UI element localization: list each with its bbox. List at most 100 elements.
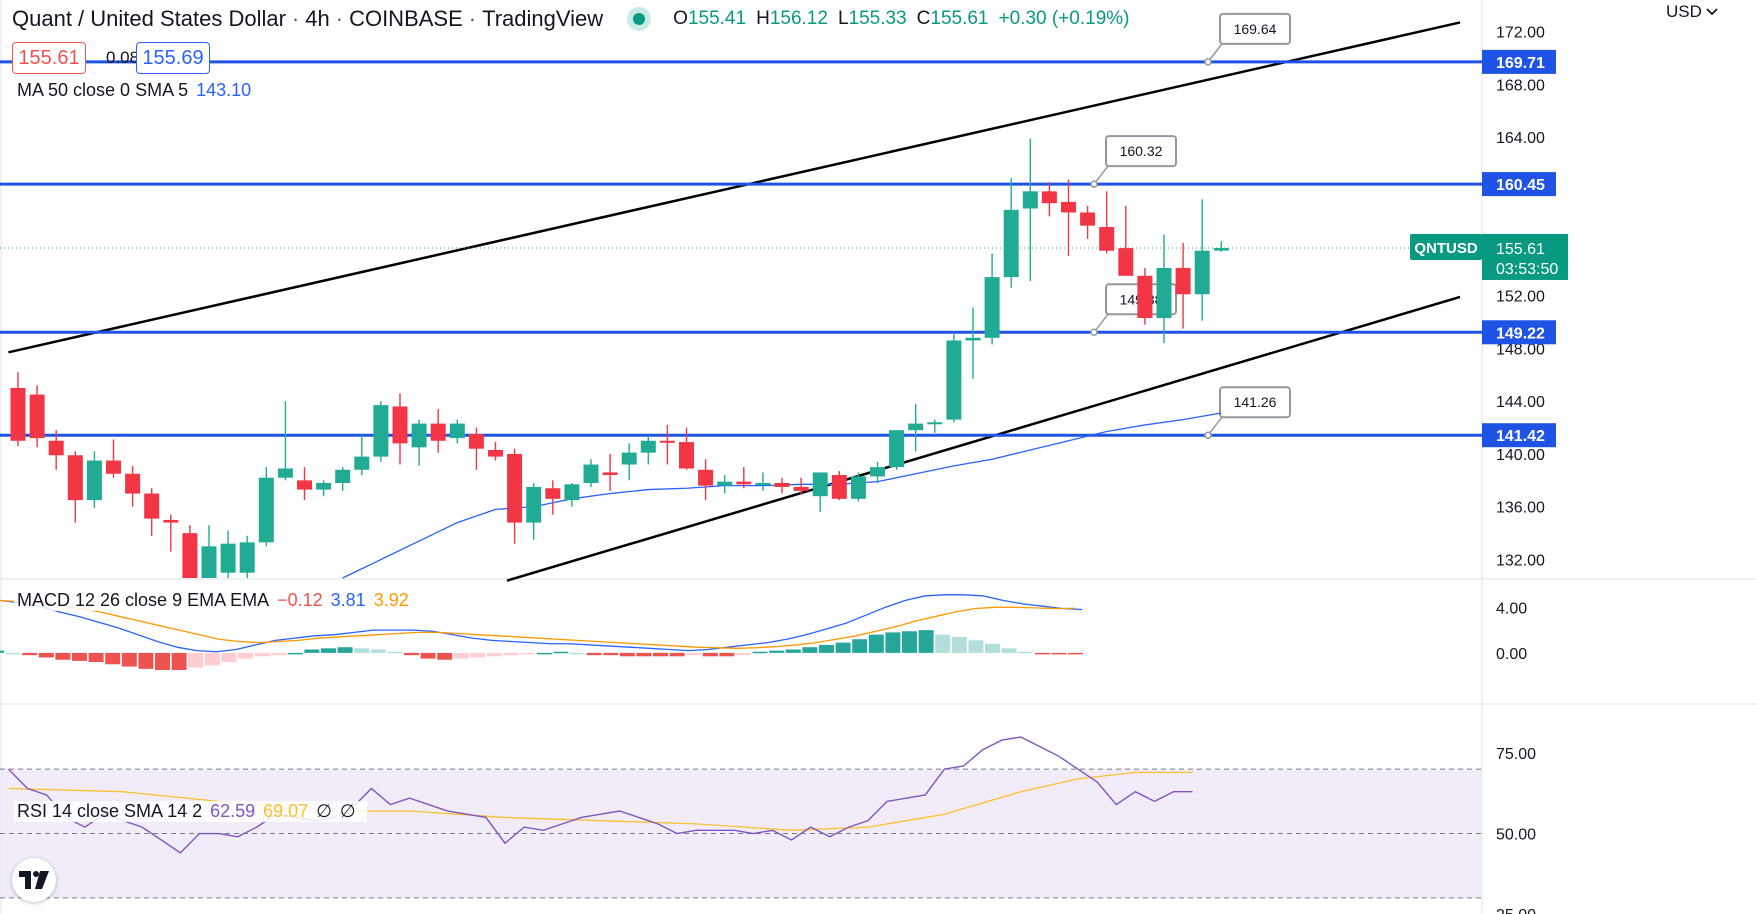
candle-body xyxy=(316,482,332,490)
price-axis-tick-label: 144.00 xyxy=(1496,394,1545,411)
macd-histogram-bar xyxy=(503,652,519,656)
macd-histogram-bar xyxy=(221,652,237,662)
candle-body xyxy=(621,452,637,465)
macd-histogram-bar xyxy=(72,652,87,661)
candle-body xyxy=(258,477,274,543)
macd-histogram-bar xyxy=(453,652,469,659)
candles-group xyxy=(10,138,1229,578)
candle-body xyxy=(449,423,465,439)
rsi-legend[interactable]: RSI 14 close SMA 14 2 62.59 69.07 ∅ ∅ xyxy=(14,801,367,822)
candle-body xyxy=(48,440,64,456)
candle-body xyxy=(1022,191,1038,209)
macd-histogram-bar xyxy=(785,649,801,653)
macd-histogram-bar xyxy=(404,652,419,656)
candle-body xyxy=(335,469,351,483)
macd-histogram-bar xyxy=(968,640,984,653)
interval-label[interactable]: 4h xyxy=(305,6,330,31)
macd-histogram-bar xyxy=(437,652,453,660)
callout-pointer xyxy=(1093,313,1109,333)
macd-group xyxy=(0,594,1083,670)
candle-body xyxy=(488,449,503,457)
macd-legend[interactable]: MACD 12 26 close 9 EMA EMA −0.12 3.81 3.92 xyxy=(14,590,420,611)
ma-legend[interactable]: MA 50 close 0 SMA 5 143.10 xyxy=(14,80,263,101)
macd-axis-tick-label: 0.00 xyxy=(1496,646,1527,663)
macd-histogram-bar xyxy=(370,649,386,653)
macd-histogram-bar xyxy=(918,630,934,653)
callout-anchor xyxy=(1090,328,1098,337)
macd-histogram-bar xyxy=(736,652,751,656)
candle-body xyxy=(812,472,828,497)
candle-body xyxy=(1137,275,1153,319)
macd-histogram-bar xyxy=(254,652,270,657)
candle-body xyxy=(889,430,905,468)
candle-body xyxy=(659,440,675,443)
candle-body xyxy=(1041,191,1057,204)
candle-body xyxy=(908,423,924,431)
callout-anchor xyxy=(1204,58,1212,66)
macd-histogram-bar xyxy=(553,651,569,654)
candle-body xyxy=(850,476,866,499)
candle-body xyxy=(163,519,179,523)
callout-note-label: 169.64 xyxy=(1234,21,1277,37)
chevron-down-icon xyxy=(1706,8,1718,16)
candle-body xyxy=(125,473,141,494)
macd-histogram-bar xyxy=(321,648,336,653)
currency-label: USD xyxy=(1666,2,1702,21)
bar-countdown-label: 03:53:50 xyxy=(1496,261,1558,278)
candle-body xyxy=(220,543,236,573)
symbol-title[interactable]: Quant / United States Dollar xyxy=(12,6,286,31)
macd-histogram-bar xyxy=(1001,648,1017,653)
rsi-legend-name: RSI 14 close SMA 14 2 xyxy=(17,801,203,821)
macd-histogram-bar xyxy=(752,651,768,654)
macd-value: 3.81 xyxy=(330,590,366,610)
macd-histogram-bar xyxy=(619,652,635,657)
tradingview-logo[interactable] xyxy=(12,858,56,902)
candle-body xyxy=(468,434,484,449)
candle-body xyxy=(182,533,198,578)
candle-body xyxy=(354,456,370,470)
macd-histogram-bar xyxy=(38,652,54,658)
macd-histogram-bar xyxy=(835,642,851,653)
macd-histogram-bar xyxy=(536,652,552,655)
level-price-label: 169.71 xyxy=(1496,55,1545,72)
candle-body xyxy=(1213,247,1229,251)
macd-histogram-bar xyxy=(171,652,187,670)
rsi-extra-1: ∅ xyxy=(316,801,332,821)
rsi-value: 62.59 xyxy=(210,801,256,821)
macd-histogram-bar xyxy=(238,652,253,659)
rsi-line xyxy=(7,736,1193,854)
trendline xyxy=(8,21,1461,354)
candle-body xyxy=(29,394,45,439)
exchange-label: COINBASE xyxy=(349,6,463,31)
candle-body xyxy=(526,486,542,523)
macd-histogram-bar xyxy=(985,643,1000,653)
candle-body xyxy=(1156,267,1172,319)
sell-button[interactable]: 155.61 xyxy=(12,42,86,74)
macd-histogram-bar xyxy=(5,652,21,655)
macd-histogram-bar xyxy=(636,652,652,657)
macd-histogram-bar xyxy=(155,652,170,670)
macd-histogram-bar xyxy=(55,652,71,660)
candle-body xyxy=(717,481,733,486)
macd-histogram-bar xyxy=(868,634,884,653)
currency-selector[interactable]: USD xyxy=(1666,2,1718,22)
level-price-label: 141.42 xyxy=(1496,428,1545,445)
candle-body xyxy=(545,488,561,499)
level-price-label: 160.45 xyxy=(1496,177,1545,194)
rsi-sma-value: 69.07 xyxy=(263,801,309,821)
macd-histogram-bar xyxy=(22,652,38,656)
buy-button[interactable]: 155.69 xyxy=(136,42,210,74)
candle-body xyxy=(640,440,656,453)
last-price-label: 155.61 xyxy=(1496,241,1545,258)
candle-body xyxy=(430,423,446,441)
macd-signal-line xyxy=(0,599,1076,649)
price-axis-tick-label: 148.00 xyxy=(1496,341,1545,358)
candle-body xyxy=(793,486,809,491)
trendline xyxy=(506,295,1461,582)
macd-histogram-bar xyxy=(653,652,668,657)
macd-histogram-bar xyxy=(951,636,967,653)
callout-pointer xyxy=(1093,165,1109,185)
close-value: 155.61 xyxy=(930,8,989,29)
candle-body xyxy=(1118,248,1134,276)
